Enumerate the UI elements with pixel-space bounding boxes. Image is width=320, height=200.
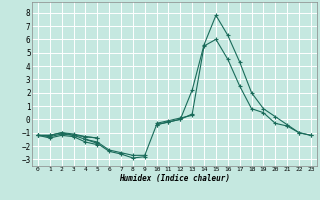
X-axis label: Humidex (Indice chaleur): Humidex (Indice chaleur) (119, 174, 230, 183)
